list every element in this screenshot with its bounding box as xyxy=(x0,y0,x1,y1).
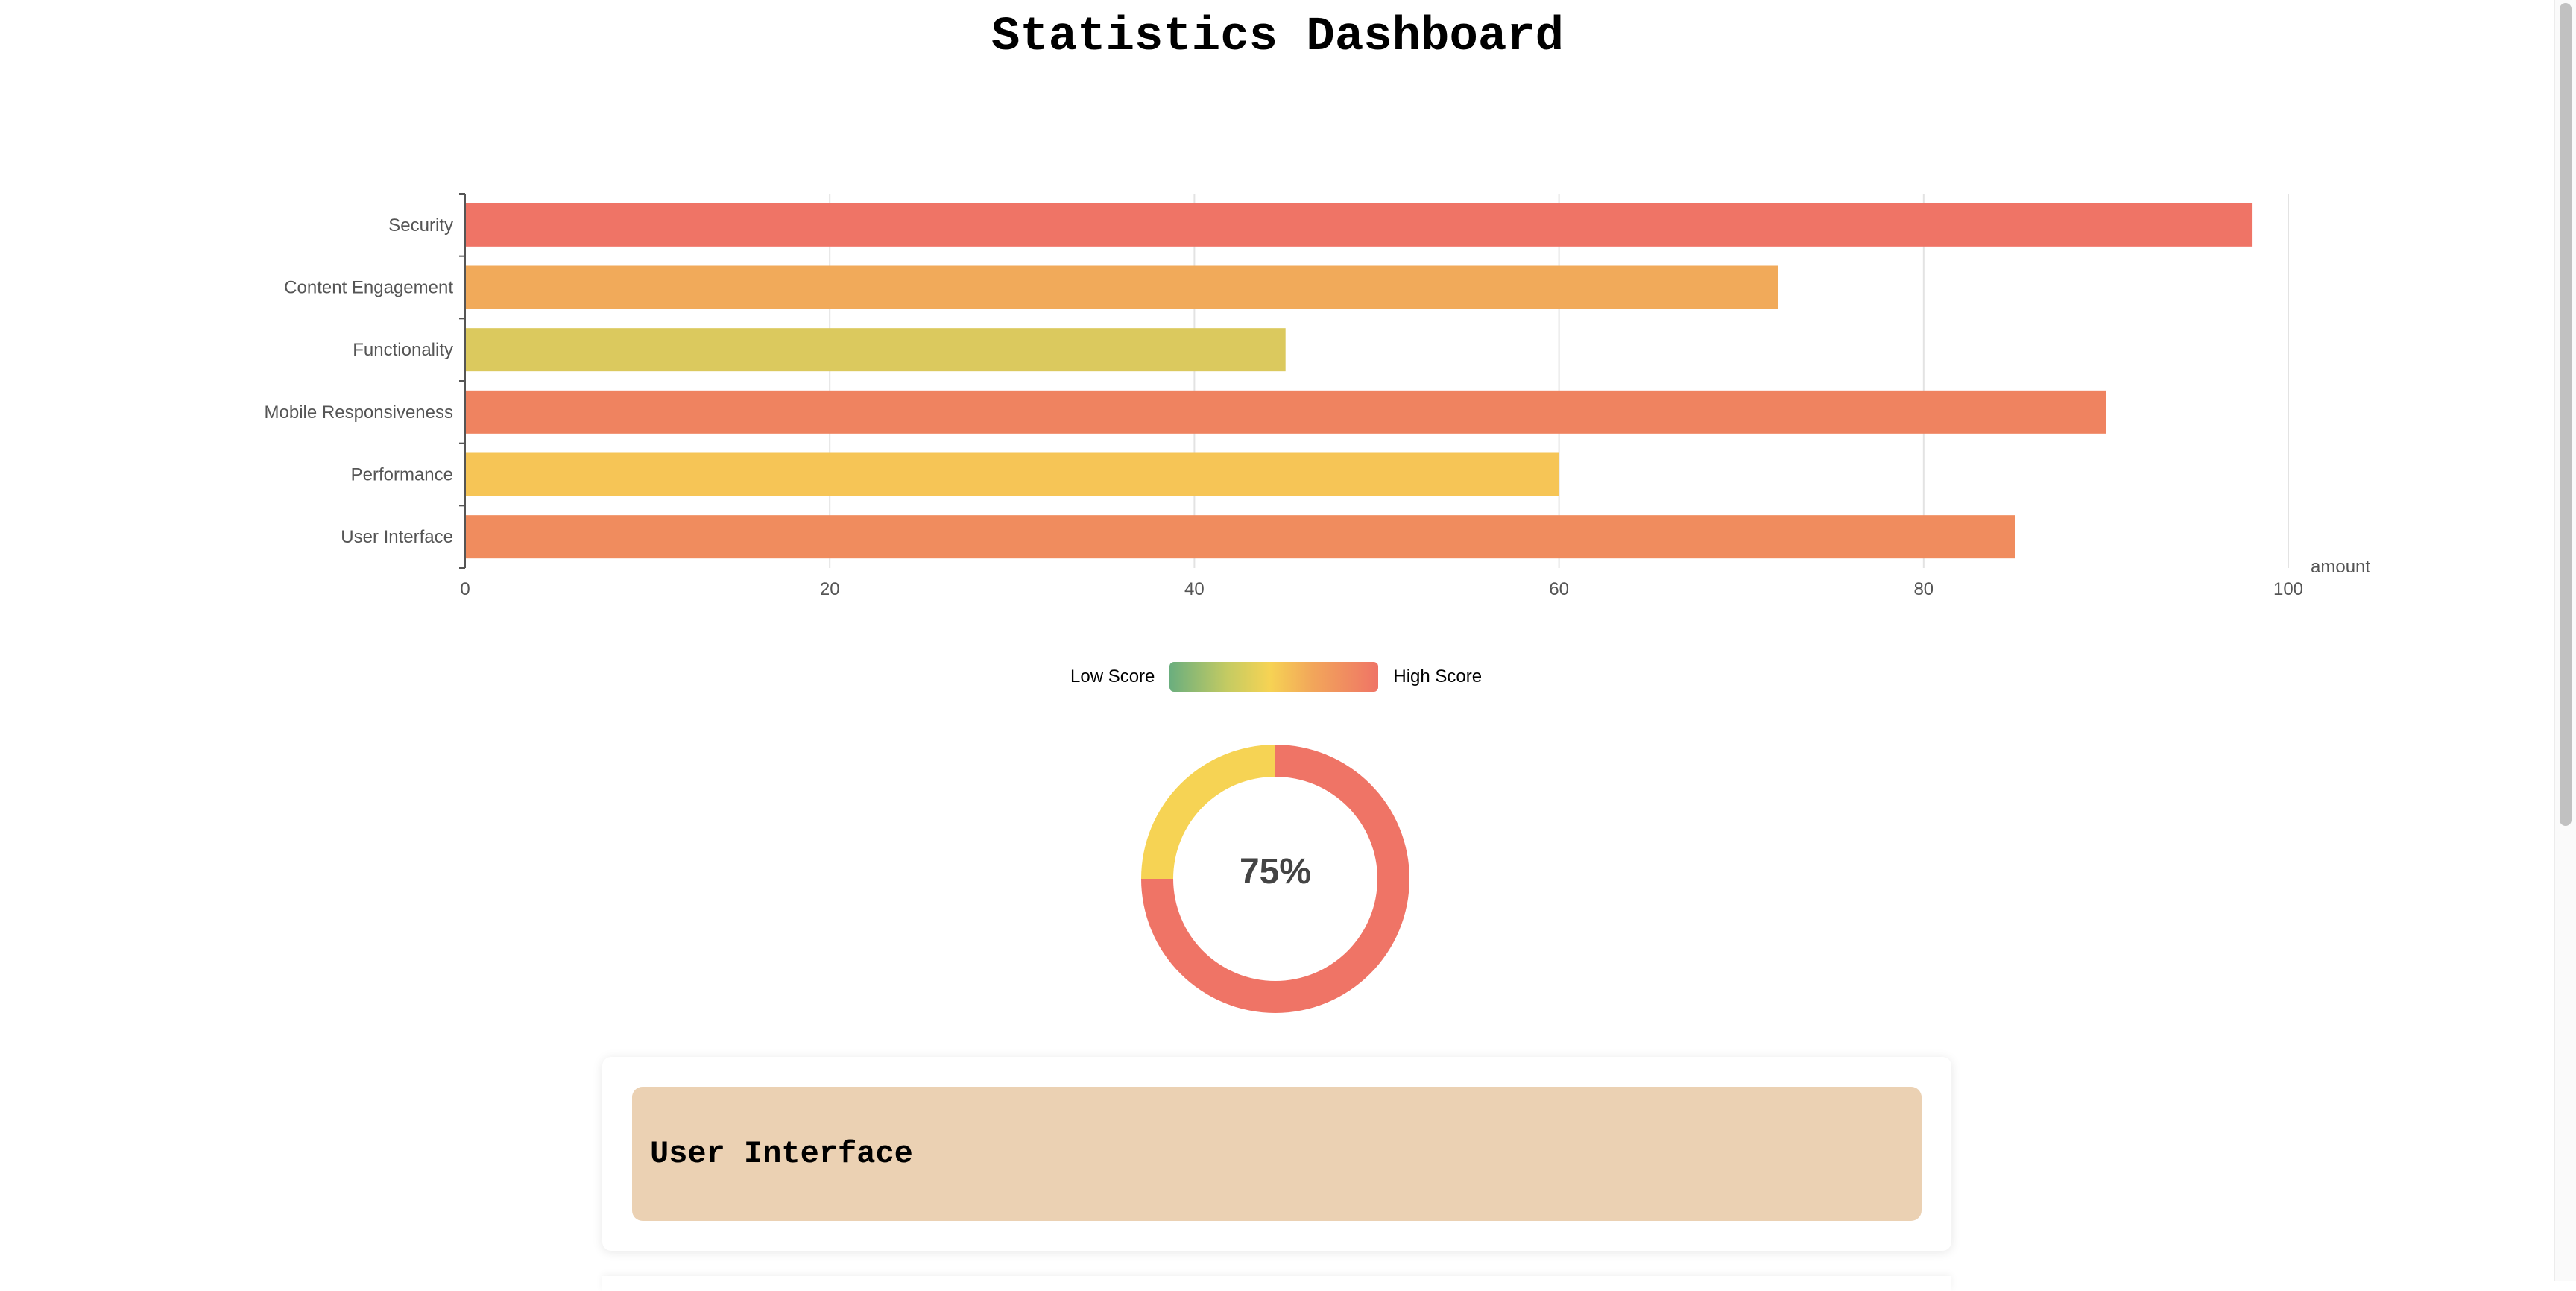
x-tick-label: 100 xyxy=(2273,579,2303,599)
bar xyxy=(465,328,1286,372)
legend-gradient xyxy=(1169,662,1379,692)
page-title: Statistics Dashboard xyxy=(991,10,1565,64)
bar xyxy=(465,515,2015,559)
bar xyxy=(465,203,2253,247)
category-label: Security xyxy=(388,215,453,236)
next-card-edge xyxy=(602,1276,1951,1291)
category-card-header[interactable]: User Interface xyxy=(632,1087,1922,1221)
bar xyxy=(465,390,2106,434)
scrollbar-thumb[interactable] xyxy=(2560,3,2572,826)
category-label: Performance xyxy=(351,465,453,485)
bar xyxy=(465,452,1559,496)
category-label: Mobile Responsiveness xyxy=(265,403,453,423)
x-tick-label: 40 xyxy=(1184,579,1205,599)
legend-low-label: Low Score xyxy=(1070,666,1155,686)
donut-chart xyxy=(1141,745,1409,1013)
x-tick-label: 0 xyxy=(460,579,470,599)
x-tick-label: 80 xyxy=(1913,579,1933,599)
x-tick-label: 20 xyxy=(820,579,840,599)
category-label: Content Engagement xyxy=(284,278,453,298)
category-label: User Interface xyxy=(341,527,453,547)
donut-slice xyxy=(1141,745,1275,879)
page-scrollbar[interactable] xyxy=(2554,0,2576,1281)
legend-high-label: High Score xyxy=(1393,666,1483,686)
bar xyxy=(465,265,1778,309)
x-tick-label: 60 xyxy=(1549,579,1569,599)
category-card: User Interface xyxy=(602,1057,1951,1251)
category-card-title: User Interface xyxy=(650,1136,913,1172)
bar-chart: Security Content Engagement Functionality M… xyxy=(265,193,2370,599)
category-label: Functionality xyxy=(353,340,453,360)
x-axis-name: amount xyxy=(2311,557,2370,577)
donut-center-label: 75% xyxy=(1239,852,1312,891)
color-scale-legend: Low Score High Score xyxy=(1070,662,1482,692)
